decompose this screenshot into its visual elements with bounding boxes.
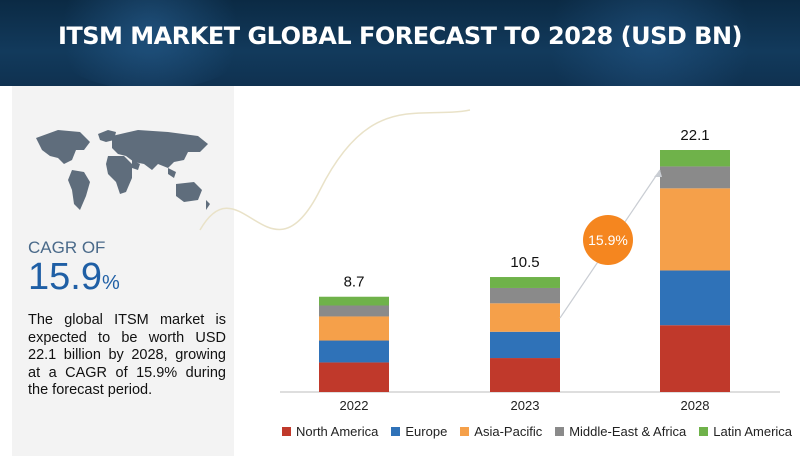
bar-segment-2023-asia-pacific — [490, 303, 560, 332]
cagr-number: 15.9 — [28, 256, 102, 298]
legend-item: Europe — [391, 424, 447, 439]
legend-label: North America — [296, 424, 379, 439]
cagr-unit: % — [101, 272, 120, 294]
bar-segment-2022-middle-east-africa — [319, 305, 389, 317]
bar-segment-2028-europe — [660, 270, 730, 326]
legend-label: Asia-Pacific — [474, 424, 543, 439]
bar-total-label: 22.1 — [680, 127, 709, 144]
legend-swatch — [391, 427, 401, 436]
bar-segment-2022-europe — [319, 340, 389, 363]
bar-segment-2028-middle-east-africa — [660, 166, 730, 189]
world-map-icon — [36, 130, 210, 210]
bar-segment-2022-north-america — [319, 362, 389, 392]
legend-label: Latin America — [713, 424, 793, 439]
legend-swatch — [282, 427, 291, 436]
bar-segment-2028-latin-america — [660, 150, 730, 167]
bar-segment-2023-north-america — [490, 358, 560, 392]
bar-segment-2023-middle-east-africa — [490, 287, 560, 304]
bar-segment-2028-asia-pacific — [660, 188, 730, 271]
legend-swatch — [460, 427, 470, 436]
cagr-badge-circle — [583, 215, 633, 265]
cagr-label: CAGR OF — [28, 238, 106, 257]
decorative-curve — [199, 109, 471, 231]
market-description: The global ITSM market is expected to be… — [28, 312, 226, 398]
x-tick-label: 2023 — [511, 398, 540, 413]
legend-item: Latin America — [699, 424, 792, 439]
legend-item: Asia-Pacific — [460, 424, 542, 439]
bar-segment-2023-europe — [490, 331, 560, 359]
chart-legend: North America Europe Asia-Pacific Middle-Ea… — [282, 424, 792, 439]
bar-segment-2028-north-america — [660, 325, 730, 392]
growth-arrow-head — [654, 170, 662, 177]
legend-swatch — [555, 427, 565, 436]
legend-swatch — [699, 427, 709, 436]
bar-total-label: 10.5 — [510, 254, 539, 271]
legend-label: Europe — [405, 424, 448, 439]
x-tick-label: 2028 — [681, 398, 710, 413]
cagr-badge-text: 15.9% — [588, 232, 628, 248]
header-banner: ITSM MARKET GLOBAL FORECAST TO 2028 (USD… — [0, 0, 800, 86]
bar-segment-2022-latin-america — [319, 296, 389, 306]
x-tick-label: 2022 — [340, 398, 369, 413]
legend-item: Middle-East & Africa — [555, 424, 686, 439]
bar-segment-2022-asia-pacific — [319, 316, 389, 341]
page-title: ITSM MARKET GLOBAL FORECAST TO 2028 (USD… — [57, 22, 743, 50]
legend-item: North America — [282, 424, 378, 439]
bar-total-label: 8.7 — [344, 274, 365, 291]
bar-segment-2023-latin-america — [490, 277, 560, 288]
legend-label: Middle-East & Africa — [569, 424, 687, 439]
cagr-value: 15.9% — [28, 256, 120, 299]
